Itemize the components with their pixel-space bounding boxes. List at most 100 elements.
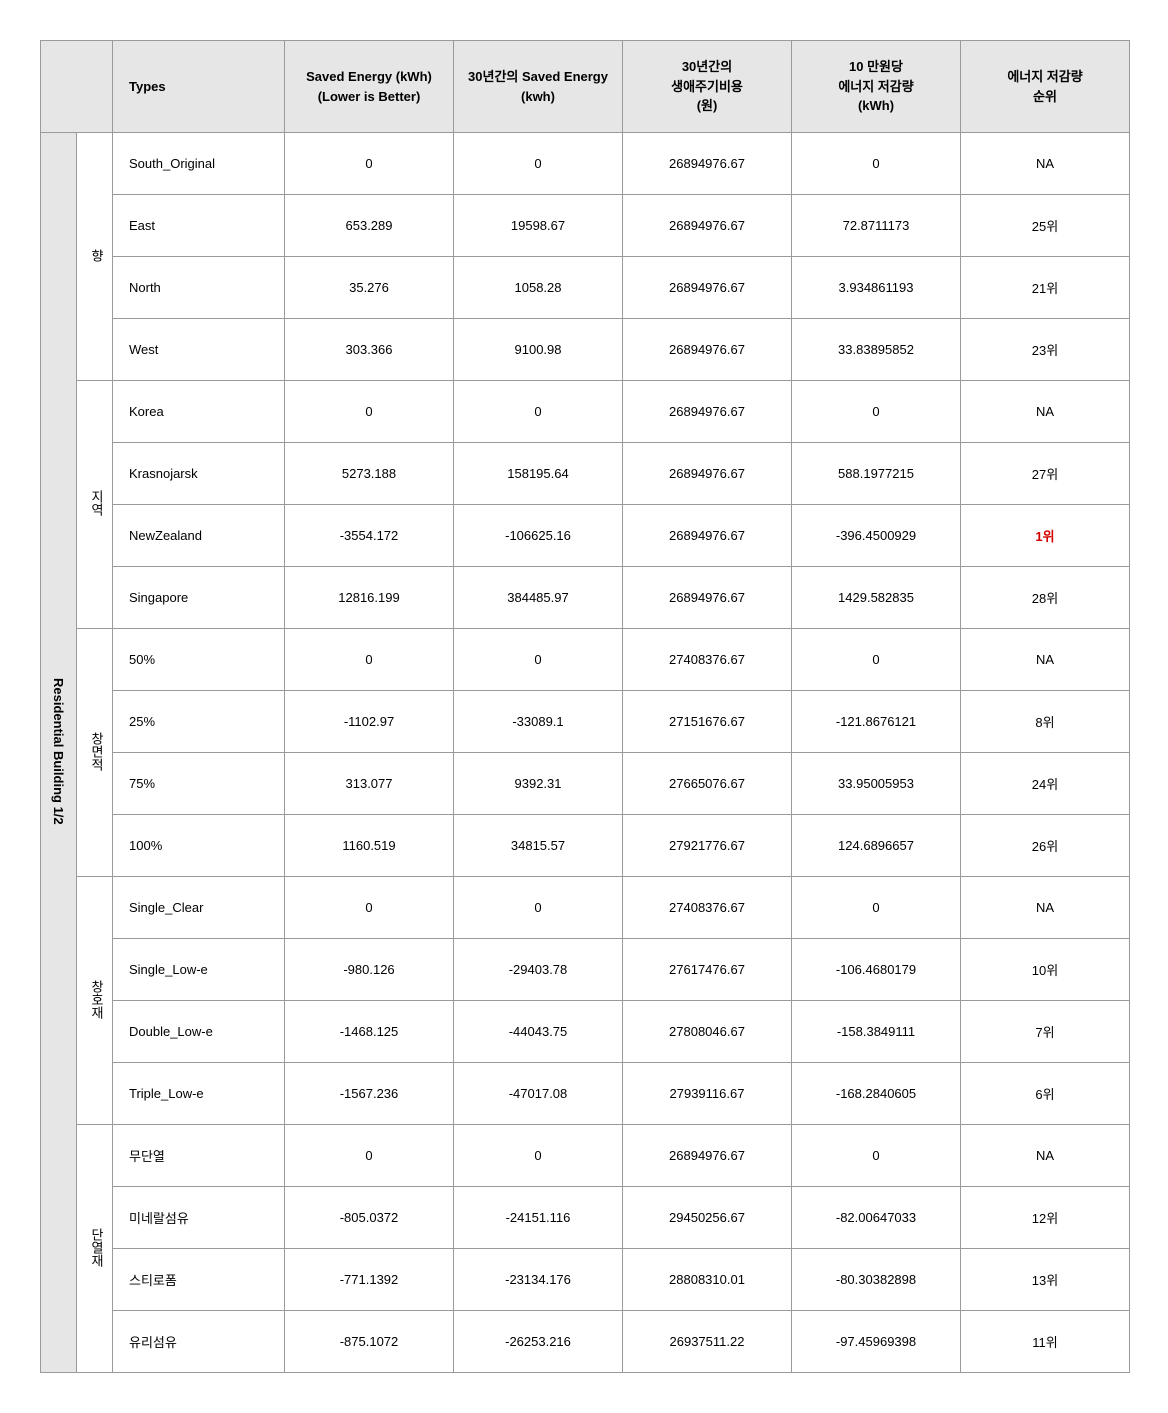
cell-value-1: 0 [285,381,454,443]
cell-type: 25% [113,691,285,753]
building-label: Residential Building 1/2 [51,678,66,825]
table-row: 지역Korea0026894976.670NA [41,381,1130,443]
cell-value-4: 0 [792,877,961,939]
cell-rank: 25위 [961,195,1130,257]
cell-rank: NA [961,381,1130,443]
cell-rank: NA [961,629,1130,691]
cell-value-1: 35.276 [285,257,454,319]
cell-value-4: -168.2840605 [792,1063,961,1125]
table-row: West303.3669100.9826894976.6733.83895852… [41,319,1130,381]
cell-value-2: 158195.64 [454,443,623,505]
table-row: North35.2761058.2826894976.673.934861193… [41,257,1130,319]
cell-type: Singapore [113,567,285,629]
cell-value-4: 0 [792,629,961,691]
cell-value-4: 124.6896657 [792,815,961,877]
cell-value-1: 0 [285,1125,454,1187]
cell-value-4: -97.45969398 [792,1311,961,1373]
cell-type: NewZealand [113,505,285,567]
table-row: 75%313.0779392.3127665076.6733.950059532… [41,753,1130,815]
cell-value-2: 34815.57 [454,815,623,877]
cell-value-3: 26894976.67 [623,443,792,505]
cell-type: 스티로폼 [113,1249,285,1311]
cell-value-4: 0 [792,381,961,443]
group-label-cell: 창면적 [77,629,113,877]
table-row: East653.28919598.6726894976.6772.8711173… [41,195,1130,257]
cell-value-4: 0 [792,1125,961,1187]
cell-type: 미네랄섬유 [113,1187,285,1249]
cell-type: Krasnojarsk [113,443,285,505]
cell-value-4: 33.95005953 [792,753,961,815]
cell-type: Triple_Low-e [113,1063,285,1125]
header-types: Types [113,41,285,133]
cell-value-2: -47017.08 [454,1063,623,1125]
cell-value-3: 27408376.67 [623,877,792,939]
cell-type: North [113,257,285,319]
cell-value-3: 26894976.67 [623,567,792,629]
header-rank: 에너지 저감량 순위 [961,41,1130,133]
cell-type: South_Original [113,133,285,195]
cell-value-1: 0 [285,133,454,195]
cell-value-2: -29403.78 [454,939,623,1001]
cell-value-2: 9100.98 [454,319,623,381]
cell-value-2: 0 [454,381,623,443]
cell-value-2: 0 [454,877,623,939]
cell-value-2: -44043.75 [454,1001,623,1063]
cell-type: 무단열 [113,1125,285,1187]
table-row: Triple_Low-e-1567.236-47017.0827939116.6… [41,1063,1130,1125]
cell-value-4: 3.934861193 [792,257,961,319]
group-label-cell: 지역 [77,381,113,629]
cell-value-3: 29450256.67 [623,1187,792,1249]
table-row: 단열재무단열0026894976.670NA [41,1125,1130,1187]
cell-rank: 11위 [961,1311,1130,1373]
cell-type: Korea [113,381,285,443]
cell-rank: 27위 [961,443,1130,505]
cell-value-3: 27617476.67 [623,939,792,1001]
cell-value-2: 0 [454,1125,623,1187]
table-row: 창면적50%0027408376.670NA [41,629,1130,691]
cell-type: West [113,319,285,381]
energy-table: Types Saved Energy (kWh) (Lower is Bette… [40,40,1130,1373]
cell-type: Single_Low-e [113,939,285,1001]
cell-rank: 10위 [961,939,1130,1001]
cell-value-1: -875.1072 [285,1311,454,1373]
header-saved-30y: 30년간의 Saved Energy (kwh) [454,41,623,133]
cell-value-1: 1160.519 [285,815,454,877]
table-row: Krasnojarsk5273.188158195.6426894976.675… [41,443,1130,505]
cell-type: 100% [113,815,285,877]
cell-rank: 7위 [961,1001,1130,1063]
cell-type: Double_Low-e [113,1001,285,1063]
table-header: Types Saved Energy (kWh) (Lower is Bette… [41,41,1130,133]
cell-value-2: -26253.216 [454,1311,623,1373]
cell-value-1: 303.366 [285,319,454,381]
cell-rank: 6위 [961,1063,1130,1125]
table-body: Residential Building 1/2향South_Original0… [41,133,1130,1373]
table-row: 미네랄섬유-805.0372-24151.11629450256.67-82.0… [41,1187,1130,1249]
cell-value-4: -396.4500929 [792,505,961,567]
table-row: 창호재Single_Clear0027408376.670NA [41,877,1130,939]
cell-value-3: 27151676.67 [623,691,792,753]
cell-rank: 8위 [961,691,1130,753]
cell-rank: NA [961,133,1130,195]
group-label-cell: 창호재 [77,877,113,1125]
cell-value-3: 26894976.67 [623,195,792,257]
building-label-cell: Residential Building 1/2 [41,133,77,1373]
cell-rank: 26위 [961,815,1130,877]
cell-rank: 13위 [961,1249,1130,1311]
cell-value-2: 384485.97 [454,567,623,629]
table-row: 100%1160.51934815.5727921776.67124.68966… [41,815,1130,877]
table-row: 유리섬유-875.1072-26253.21626937511.22-97.45… [41,1311,1130,1373]
group-label-cell: 향 [77,133,113,381]
cell-type: 유리섬유 [113,1311,285,1373]
cell-value-1: 313.077 [285,753,454,815]
cell-value-1: -1468.125 [285,1001,454,1063]
cell-value-1: -980.126 [285,939,454,1001]
group-label: 창면적 [87,732,106,771]
cell-rank: 23위 [961,319,1130,381]
cell-value-1: 12816.199 [285,567,454,629]
cell-rank: NA [961,877,1130,939]
cell-value-4: 588.1977215 [792,443,961,505]
cell-value-2: 1058.28 [454,257,623,319]
cell-value-3: 26937511.22 [623,1311,792,1373]
cell-value-3: 26894976.67 [623,319,792,381]
cell-value-2: -106625.16 [454,505,623,567]
